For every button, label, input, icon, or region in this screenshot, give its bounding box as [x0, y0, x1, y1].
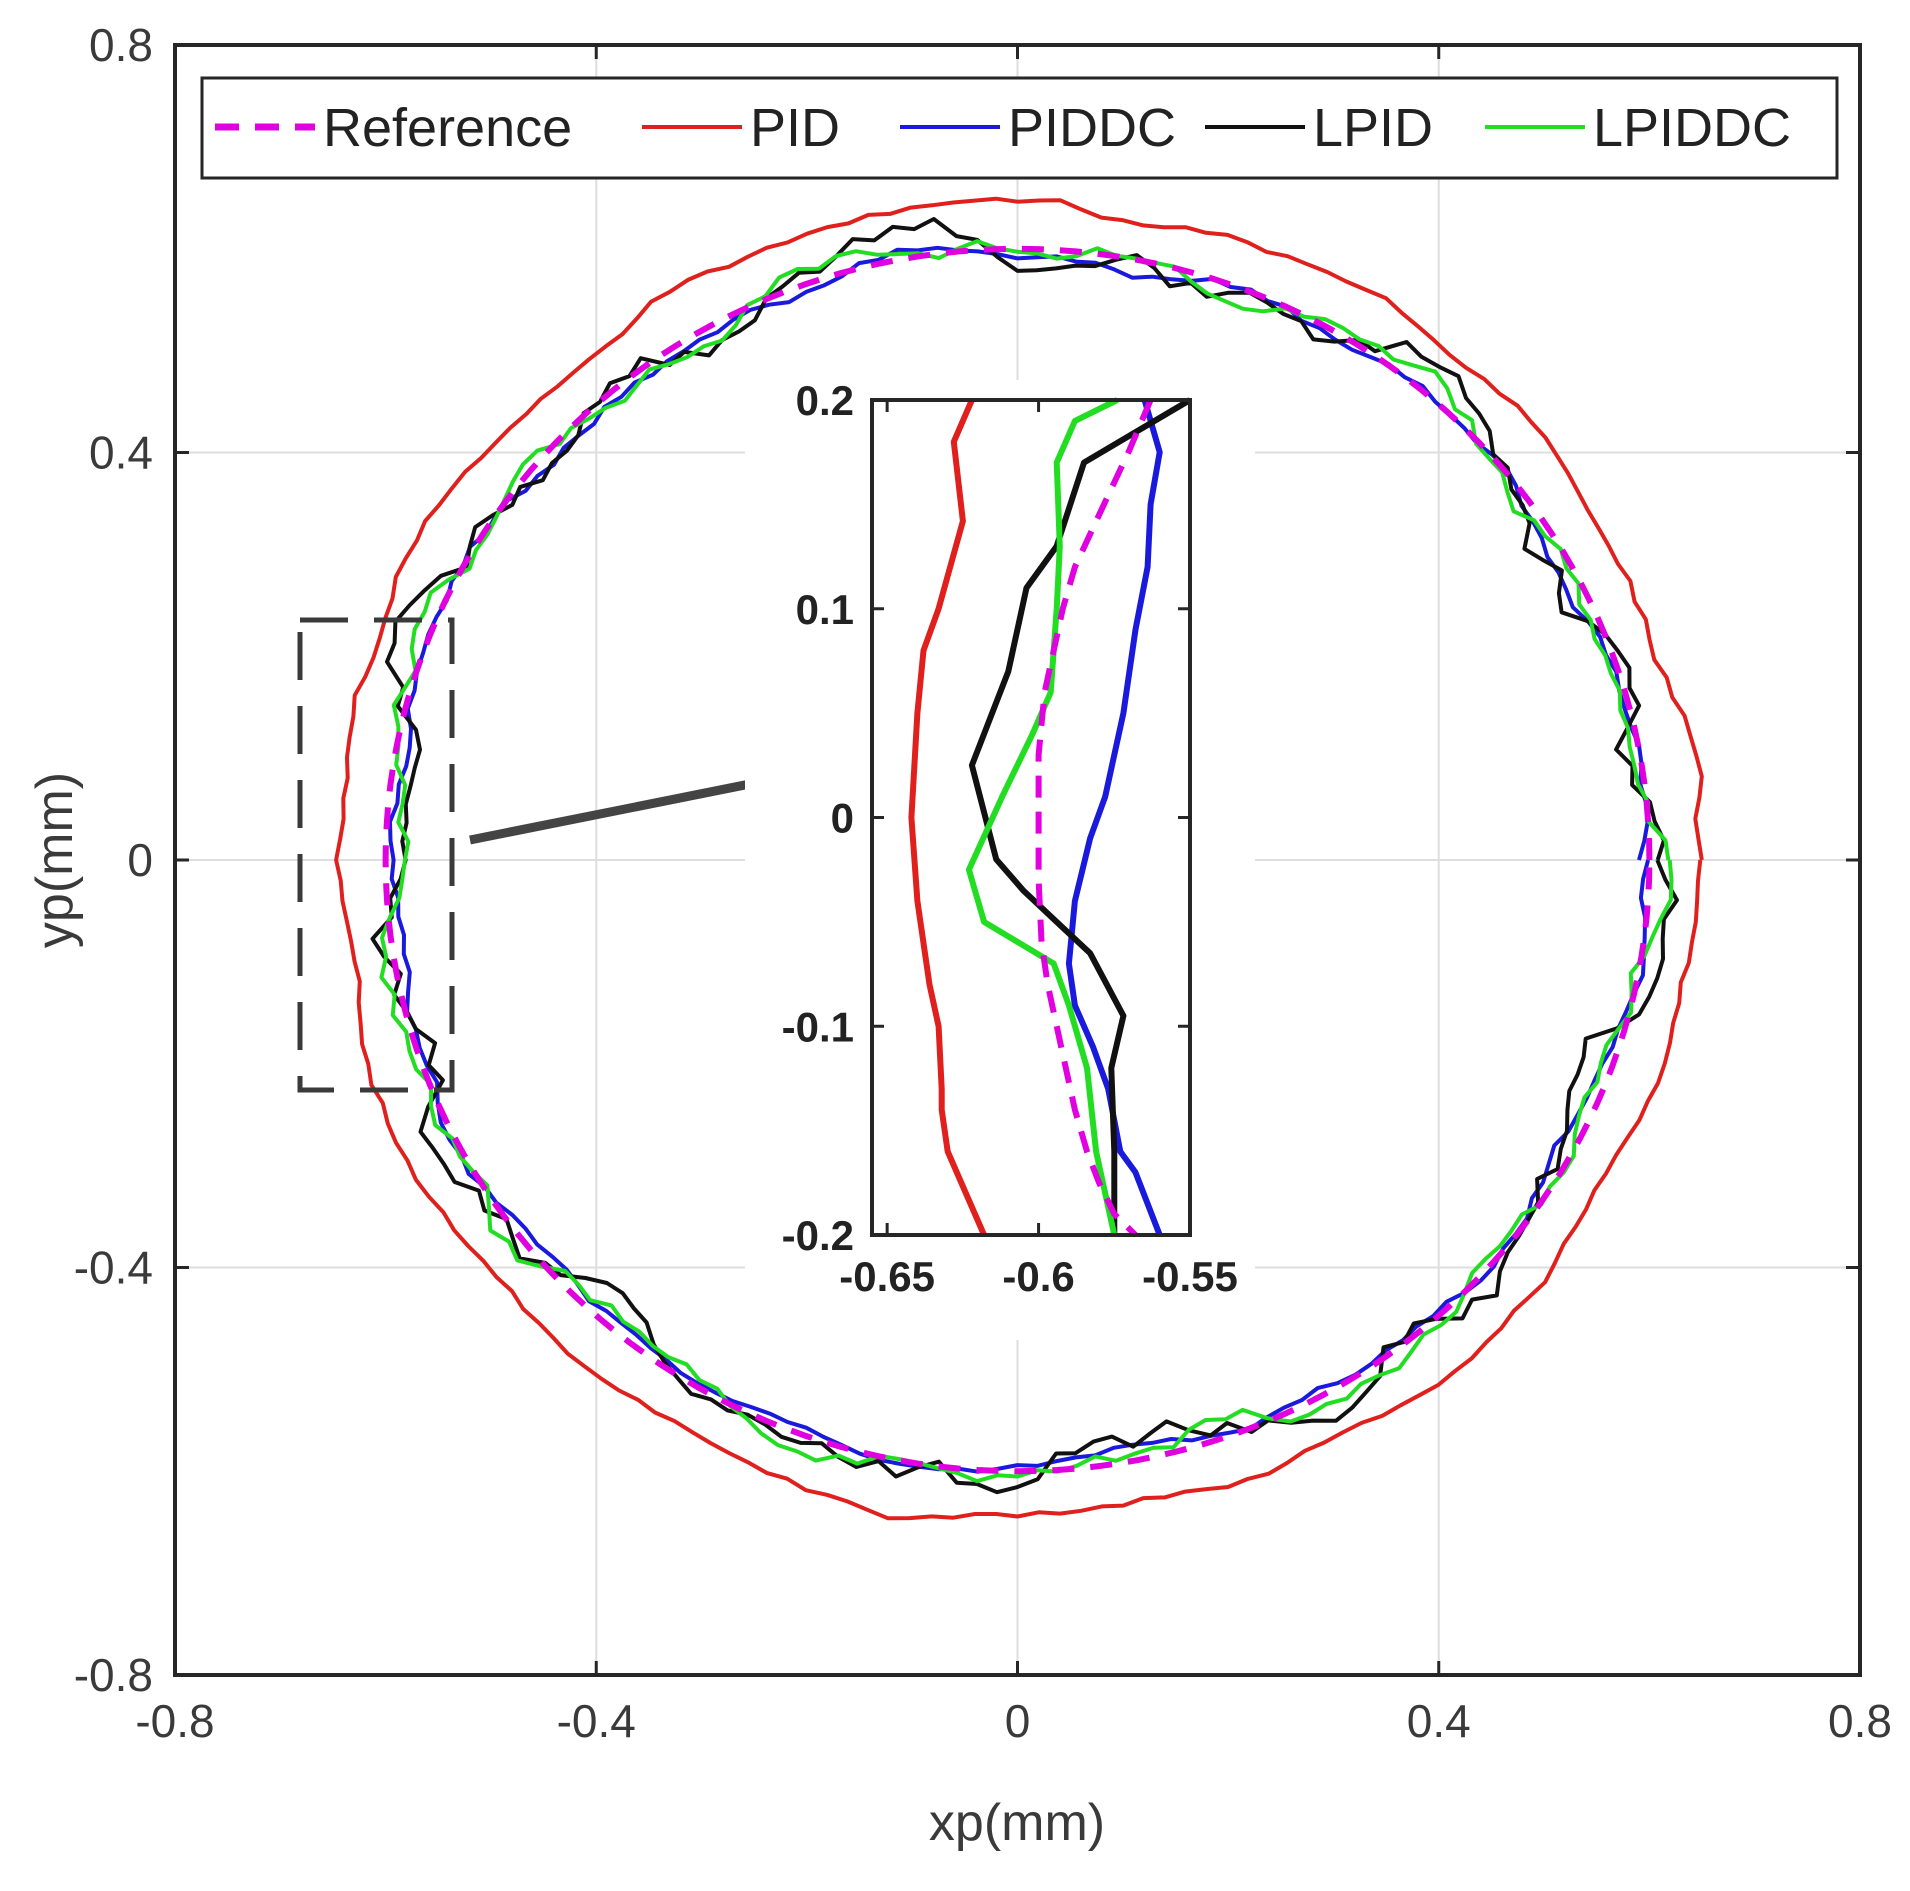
- inset-series: [908, 397, 1192, 1238]
- inset-y-tick-label: -0.2: [782, 1212, 854, 1259]
- legend-label-reference: Reference: [323, 98, 572, 158]
- series-line-piddc: [388, 245, 1651, 1474]
- x-axis-title: xp(mm): [929, 1794, 1105, 1852]
- x-tick-label: 0.4: [1407, 1695, 1471, 1747]
- inset-x-tick-label: -0.6: [1002, 1253, 1074, 1300]
- x-tick-label: -0.4: [557, 1695, 636, 1747]
- inset-y-tick-label: -0.1: [782, 1003, 854, 1050]
- series-line-lpiddc: [379, 239, 1674, 1484]
- legend-label-pid: PID: [750, 98, 840, 158]
- inset-series-line-reference: [1035, 398, 1154, 1238]
- legend-label-lpiddc: LPIDDC: [1593, 98, 1791, 158]
- x-tick-label: 0.8: [1828, 1695, 1892, 1747]
- main-series: [334, 196, 1704, 1521]
- series-line-reference: [382, 245, 1653, 1475]
- y-tick-label: 0.4: [89, 427, 153, 479]
- inset-ticks: -0.65 -0.6 -0.55 0.2 0.1 0 -0.1 -0.2: [782, 377, 1238, 1300]
- series-line-pid: [334, 196, 1704, 1521]
- y-axis-title: yp(mm): [26, 772, 84, 948]
- y-tick-label: -0.4: [74, 1242, 153, 1294]
- inset-y-tick-label: 0.1: [796, 586, 854, 633]
- inset-x-tick-label: -0.55: [1142, 1253, 1238, 1300]
- inset-series-line-lpiddc: [965, 397, 1119, 1236]
- inset-y-tick-label: 0.2: [796, 377, 854, 424]
- inset-y-tick-label: 0: [831, 795, 854, 842]
- inset-series-line-pid: [908, 398, 987, 1237]
- y-tick-label: 0: [127, 834, 153, 886]
- legend-label-lpid: LPID: [1313, 98, 1433, 158]
- inset-x-tick-label: -0.65: [839, 1253, 935, 1300]
- x-tick-label: -0.8: [135, 1695, 214, 1747]
- y-tick-label: 0.8: [89, 19, 153, 71]
- x-tick-label: 0: [1005, 1695, 1031, 1747]
- y-tick-label: -0.8: [74, 1649, 153, 1701]
- zoom-region-box: [297, 617, 455, 1093]
- main-ticks: -0.8 -0.4 0 0.4 0.8 -0.8 -0.4 0 0.4 0.8: [74, 19, 1892, 1747]
- legend: Reference PID PIDDC LPID LPIDDC: [200, 76, 1839, 180]
- legend-label-piddc: PIDDC: [1008, 98, 1176, 158]
- inset-series-line-lpid: [968, 397, 1192, 1235]
